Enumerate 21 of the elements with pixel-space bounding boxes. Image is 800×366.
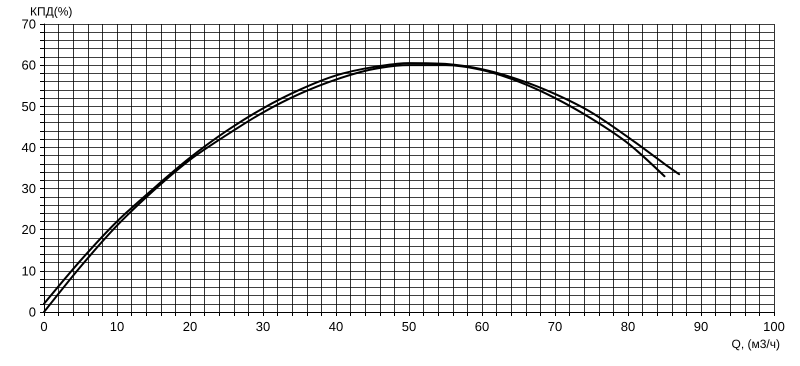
x-tick-label: 40 — [328, 319, 344, 334]
y-tick-label: 20 — [22, 222, 36, 238]
x-tick-label: 30 — [256, 319, 270, 334]
y-tick-label: 10 — [22, 263, 36, 278]
y-tick-label: 0 — [28, 304, 36, 320]
x-tick-label: 0 — [40, 319, 48, 334]
x-tick-label: 60 — [474, 319, 490, 334]
x-axis-title: Q, (м3/ч) — [731, 337, 780, 351]
x-tick-label: 90 — [694, 319, 708, 334]
x-tick-label: 50 — [402, 319, 416, 334]
y-tick-label: 30 — [22, 181, 36, 196]
y-tick-label: 70 — [22, 16, 36, 32]
y-tick-label: 40 — [22, 140, 36, 155]
y-tick-label: 50 — [22, 98, 36, 114]
x-tick-label: 80 — [620, 319, 636, 334]
x-tick-label: 100 — [763, 319, 785, 334]
x-tick-label: 20 — [182, 319, 198, 334]
x-tick-label: 10 — [110, 319, 124, 334]
y-axis-title: КПД(%) — [30, 4, 72, 19]
y-tick-label: 60 — [22, 58, 36, 73]
x-tick-label: 70 — [548, 319, 562, 334]
